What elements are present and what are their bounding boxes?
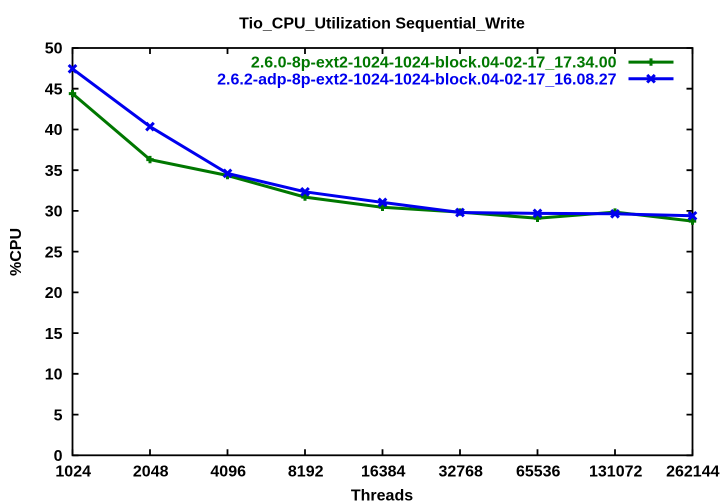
svg-text:1024: 1024 (55, 464, 91, 481)
svg-text:35: 35 (45, 163, 63, 180)
svg-text:262144: 262144 (666, 464, 719, 481)
svg-text:0: 0 (54, 448, 63, 465)
svg-text:45: 45 (45, 81, 63, 98)
svg-text:65536: 65536 (516, 464, 561, 481)
svg-text:131072: 131072 (589, 464, 642, 481)
svg-text:15: 15 (45, 326, 63, 343)
svg-text:Tio_CPU_Utilization Sequential: Tio_CPU_Utilization Sequential_Write (239, 15, 525, 32)
svg-text:10: 10 (45, 367, 63, 384)
svg-text:30: 30 (45, 204, 63, 221)
svg-text:Threads: Threads (351, 488, 413, 504)
svg-text:2048: 2048 (133, 464, 169, 481)
svg-text:32768: 32768 (438, 464, 483, 481)
svg-text:16384: 16384 (361, 464, 406, 481)
svg-text:%CPU: %CPU (8, 228, 25, 276)
svg-text:5: 5 (54, 407, 63, 424)
svg-text:2.6.2-adp-8p-ext2-1024-1024-bl: 2.6.2-adp-8p-ext2-1024-1024-block.04-02-… (217, 71, 616, 88)
svg-text:40: 40 (45, 122, 63, 139)
svg-text:50: 50 (45, 41, 63, 58)
svg-text:25: 25 (45, 244, 63, 261)
svg-text:2.6.0-8p-ext2-1024-1024-block.: 2.6.0-8p-ext2-1024-1024-block.04-02-17_1… (251, 54, 617, 71)
svg-text:20: 20 (45, 285, 63, 302)
svg-text:8192: 8192 (288, 464, 324, 481)
svg-text:4096: 4096 (210, 464, 246, 481)
